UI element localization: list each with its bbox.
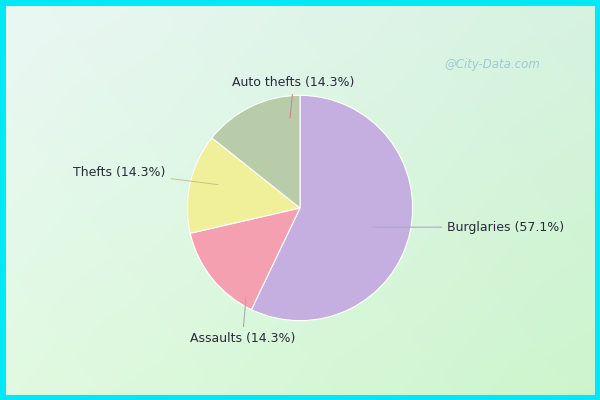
Wedge shape [190,208,300,310]
Text: Assaults (14.3%): Assaults (14.3%) [190,298,295,345]
Wedge shape [251,95,413,321]
Wedge shape [187,138,300,233]
Text: Auto thefts (14.3%): Auto thefts (14.3%) [232,76,355,118]
Wedge shape [212,95,300,208]
Text: @City-Data.com: @City-Data.com [444,58,540,71]
Text: Thefts (14.3%): Thefts (14.3%) [73,166,218,185]
Text: Burglaries (57.1%): Burglaries (57.1%) [373,221,565,234]
